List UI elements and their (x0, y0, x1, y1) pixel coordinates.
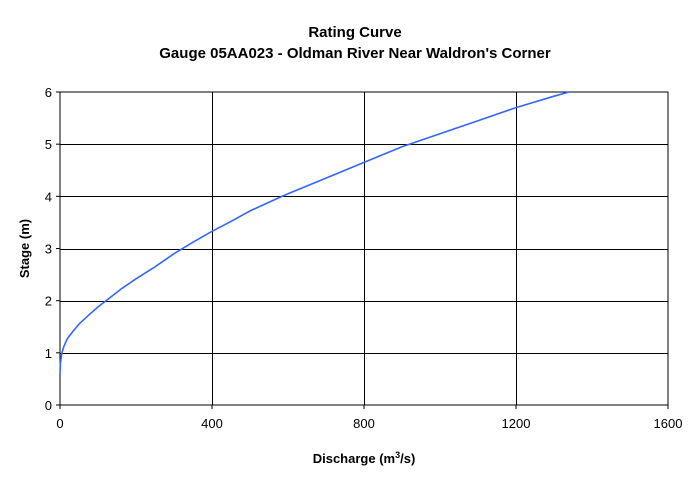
x-tick-label: 1200 (502, 416, 531, 431)
y-tick-label: 4 (45, 189, 52, 204)
y-tick-label: 6 (45, 85, 52, 100)
y-tick-label: 1 (45, 346, 52, 361)
y-axis-ticks: 0 1 2 3 4 5 6 (45, 85, 60, 413)
x-tick-label: 800 (353, 416, 375, 431)
x-tick-label: 1600 (654, 416, 683, 431)
y-tick-label: 0 (45, 398, 52, 413)
series-group (59, 91, 570, 374)
x-axis-label-prefix: Discharge (m (313, 451, 395, 466)
chart-subtitle: Gauge 05AA023 - Oldman River Near Waldro… (159, 45, 551, 62)
gridlines (60, 92, 668, 405)
y-tick-label: 3 (45, 242, 52, 257)
y-tick-label: 5 (45, 137, 52, 152)
y-axis-label: Stage (m) (17, 219, 32, 278)
rating-curve-line (59, 91, 570, 374)
x-axis-label-superscript: 3 (395, 450, 400, 460)
chart-title: Rating Curve (308, 24, 401, 41)
x-axis-ticks: 0 400 800 1200 1600 (56, 405, 682, 431)
y-tick-label: 2 (45, 294, 52, 309)
x-axis-label: Discharge (m3/s) (313, 450, 416, 466)
x-tick-label: 400 (201, 416, 223, 431)
x-axis-label-suffix: /s) (400, 451, 415, 466)
x-tick-label: 0 (56, 416, 63, 431)
